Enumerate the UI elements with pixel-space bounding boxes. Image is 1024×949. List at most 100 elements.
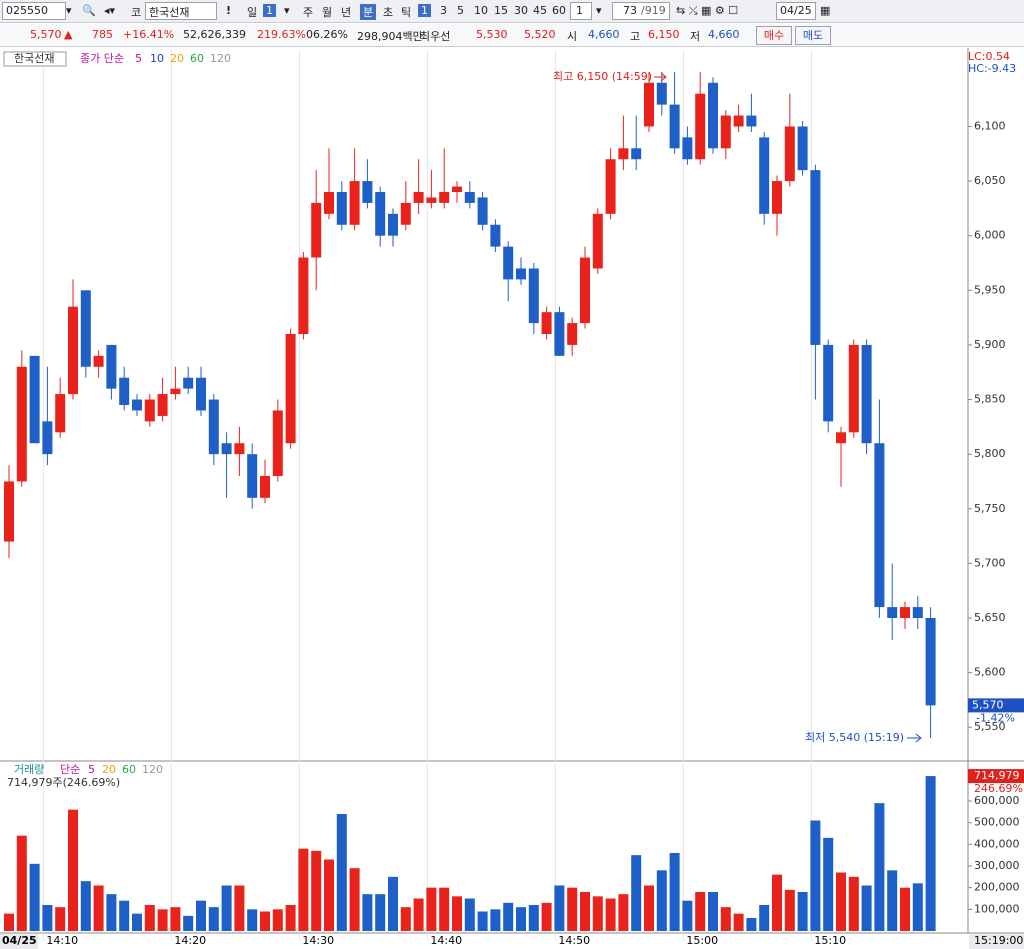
ask: 5,530 [476,28,508,41]
dropdown[interactable]: ▾ [284,4,290,17]
volume-bar [887,870,898,931]
period-button[interactable]: 년 [341,6,352,19]
candle-body [848,344,859,433]
period-button[interactable]: 주 [303,6,314,19]
buy-button[interactable]: 매수 [756,26,792,45]
period-button[interactable]: 월 [322,6,333,19]
volume-bar [772,874,782,931]
candle-body [375,192,386,236]
volume-bar [375,894,386,931]
name-input[interactable]: 한국선재 [145,2,217,20]
period-button[interactable]: 일 [247,6,258,19]
volume-bar [234,885,245,931]
alert-button[interactable]: ! [226,4,232,17]
volume-bar [541,902,552,931]
candle-body [759,137,770,214]
interval-button[interactable]: 15 [494,4,508,17]
period-count[interactable]: 1 [263,4,276,17]
sell-button[interactable]: 매도 [795,26,831,45]
candle-body [669,104,680,149]
candle-body [580,257,590,324]
x-tick-label: 14:40 [430,934,462,947]
volume-bar [221,885,232,931]
y-tick-label: 5,650 [974,611,1006,624]
interval-button[interactable]: 3 [440,4,447,17]
code-input[interactable]: 025550 [2,2,66,20]
interval-button[interactable]: 5 [457,4,464,17]
candle-body [874,443,885,608]
search-icon[interactable]: 🔍 [82,4,96,17]
interval-box[interactable]: 1 [570,2,592,20]
candle-body [247,454,258,498]
y-tick-label: 5,700 [974,556,1006,569]
volume-bar [503,902,514,931]
x-tick-label: 15:10 [814,934,846,947]
interval-button[interactable]: 45 [533,4,547,17]
candle-body [132,399,142,411]
candle-body [311,202,322,258]
change: 785 [92,28,113,41]
y-tick-label: 5,550 [974,720,1006,733]
dropdown[interactable]: ▾ [66,4,72,17]
period-button[interactable]: 분 [360,4,377,20]
candle-body [887,607,898,618]
candle-body [592,213,603,269]
volume-bar [900,887,910,931]
last-volume-box [968,769,1024,784]
dropdown[interactable]: ▾ [596,4,602,17]
interval-button[interactable]: 10 [474,4,488,17]
volume-bar [592,896,603,931]
period-button[interactable]: 틱 [401,6,412,19]
candle-body [388,213,398,236]
open: 4,660 [588,28,620,41]
volume-bar [912,883,923,931]
volume-bar [311,850,322,931]
tool-icons[interactable]: ⇆ ⤯ ▦ ⚙ ☐ [676,4,739,17]
period-button[interactable]: 초 [383,6,394,19]
date-box[interactable]: 04/25 [776,2,816,20]
y-tick-label: 5,850 [974,393,1006,406]
lc-label: LC:0.54 [968,50,1010,63]
chart: 14:10 14:20 14:30 14:40 14:50 15:00 15:10 04/25… [0,48,1024,949]
candle-body [16,366,27,482]
y-tick-label: 600,000 [974,794,1020,807]
date: 04/25 [780,4,812,17]
volume-bar [848,876,859,931]
count-box[interactable]: 73/919 [612,2,670,20]
volume-summary: 714,979주(246.69%) [7,776,120,789]
candle-body [221,443,232,455]
candle-body [208,399,219,455]
candle-body [42,421,53,455]
candle-body [618,148,629,160]
candle-body [567,323,578,345]
volume-bar [439,887,450,931]
sound-icon[interactable]: ◂▾ [104,4,116,17]
arrow [654,72,667,82]
candle-body [68,306,78,395]
volume-bar [925,776,936,931]
y-tick-label: 5,600 [974,666,1006,679]
candle-body [516,268,526,280]
volume-bar [183,915,194,931]
candle-body [324,192,334,214]
interval-button[interactable]: 30 [514,4,528,17]
y-tick-label: 6,100 [974,119,1006,132]
interval-button[interactable]: 1 [418,4,431,17]
volume-bar [861,885,872,931]
volume-bar [208,907,219,931]
calendar-icon[interactable]: ▦ [820,4,831,17]
y-tick-label: 200,000 [974,881,1020,894]
legend-period: 5 [135,52,142,65]
x-tick-label: 14:20 [174,934,206,947]
volume-ratio: 219.63% [257,28,306,41]
candle-body [836,432,846,444]
volume-bar [720,907,731,931]
volume-bar [823,837,834,931]
y-tick-label: 5,750 [974,502,1006,515]
chart-bg [0,48,1024,949]
volume-bar [784,889,795,931]
candle-body [80,290,91,367]
volume-bar [362,894,373,931]
candle-body [234,443,245,455]
interval-button[interactable]: 60 [552,4,566,17]
